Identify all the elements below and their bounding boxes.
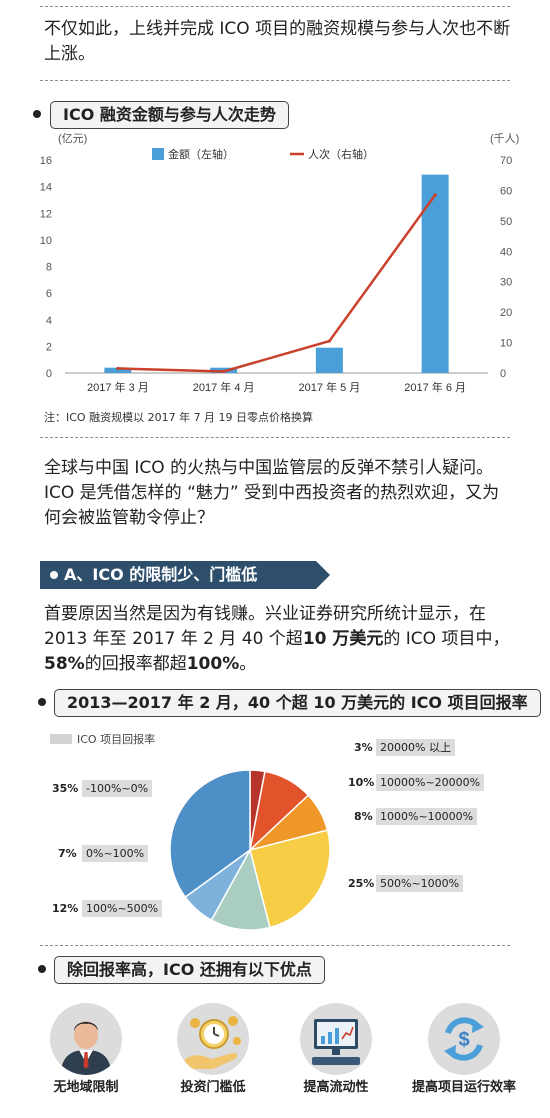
pie-legend-swatch	[50, 734, 72, 744]
left-tick-label: 10	[40, 235, 52, 247]
right-tick-label: 50	[500, 216, 512, 228]
pie-range-label: -100%~0%	[82, 780, 153, 797]
right-tick-label: 30	[500, 277, 512, 289]
top-divider	[40, 6, 510, 7]
left-tick-label: 2	[46, 341, 52, 353]
legend-bar-swatch	[152, 148, 164, 160]
right-tick-label: 40	[500, 246, 512, 258]
right-tick-label: 60	[500, 185, 512, 197]
left-tick-label: 14	[40, 182, 52, 194]
left-tick-label: 16	[40, 155, 52, 167]
advantages-header: 除回报率高，ICO 还拥有以下优点	[54, 956, 325, 984]
bar	[315, 347, 343, 373]
x-axis-labels: 2017 年 3 月 2017 年 4 月 2017 年 5 月 2017 年 6 月	[87, 380, 466, 394]
pie-range-label: 500%~1000%	[376, 875, 464, 892]
x-tick-label: 2017 年 3 月	[87, 380, 149, 394]
chart1-note: 注：ICO 融资规模以 2017 年 7 月 19 日零点价格换算	[44, 411, 314, 424]
pie-range-label: 0%~100%	[82, 845, 149, 862]
pie-range-label: 20000% 以上	[376, 739, 455, 756]
pie-pct-label: 25%	[348, 877, 375, 890]
x-tick-label: 2017 年 6 月	[404, 380, 466, 394]
left-axis-unit: (亿元)	[58, 132, 87, 145]
x-tick-label: 2017 年 5 月	[298, 380, 360, 394]
bullet-dot	[33, 110, 41, 118]
text-run: 的回报率都超	[84, 654, 187, 674]
highlight-return: 100%	[186, 654, 240, 674]
section-a-paragraph: 首要原因当然是因为有钱赚。兴业证券研究所统计显示，在 2013 年至 2017 …	[44, 602, 514, 677]
pie-pct-label: 35%	[52, 782, 79, 795]
chart1-header: ICO 融资金额与参与人次走势	[50, 101, 289, 129]
divider-2	[40, 437, 510, 438]
line-point	[116, 366, 120, 371]
pie-slice	[169, 769, 251, 899]
section-a-title: A、ICO 的限制少、门槛低	[64, 565, 258, 584]
computer-chart-icon	[300, 1003, 372, 1075]
section-a-header: A、ICO 的限制少、门槛低	[40, 561, 330, 589]
cycle-dollar-icon: $	[428, 1003, 500, 1075]
legend-line-label: 人次（右轴）	[308, 147, 374, 161]
hand-clock-coins-icon	[177, 1003, 249, 1075]
svg-text:$: $	[458, 1029, 469, 1051]
highlight-amount: 10 万美元	[302, 629, 384, 649]
right-tick-label: 0	[500, 368, 506, 380]
pie-range-label: 100%~500%	[82, 900, 163, 917]
left-tick-label: 0	[46, 368, 52, 380]
line-path	[117, 194, 437, 373]
right-tick-label: 70	[500, 155, 512, 167]
text-run: 的 ICO 项目中，	[383, 629, 510, 649]
pie-range-label: 10000%~20000%	[376, 774, 485, 791]
pie-pct-label: 8%	[354, 810, 373, 823]
line-point	[222, 369, 226, 374]
businessman-icon	[50, 1003, 122, 1075]
return-rate-pie	[169, 769, 331, 931]
text-run: 首要原因当然是因为有钱赚。兴业证券研究所统计显示，在 2013 年至 2017 …	[44, 604, 486, 649]
advantage-label: 无地域限制	[53, 1080, 119, 1095]
pie-pct-label: 10%	[348, 776, 375, 789]
pie-slice	[210, 847, 271, 931]
right-tick-label: 10	[500, 338, 512, 350]
left-tick-label: 12	[40, 208, 52, 220]
line-series	[116, 193, 437, 374]
x-tick-label: 2017 年 4 月	[193, 380, 255, 394]
question-paragraph: 全球与中国 ICO 的火热与中国监管层的反弹不禁引人疑问。ICO 是凭借怎样的 …	[44, 458, 500, 528]
left-axis-ticks: 0 2 4 6 8 10 12 14 16	[40, 155, 52, 380]
right-tick-label: 20	[500, 307, 512, 319]
advantage-label: 投资门槛低	[180, 1080, 246, 1095]
bullet-dot	[38, 698, 46, 706]
right-axis-unit: (千人)	[490, 132, 519, 145]
pie-legend-label: ICO 项目回报率	[77, 733, 156, 746]
pie-pct-label: 7%	[58, 847, 77, 860]
pie-slices	[169, 769, 331, 931]
advantage-label: 提高项目运行效率	[411, 1080, 516, 1095]
pie-range-label: 1000%~10000%	[376, 808, 478, 825]
left-tick-label: 8	[46, 262, 52, 274]
pie-slice	[249, 829, 331, 929]
intro-paragraph: 不仅如此，上线并完成 ICO 项目的融资规模与参与人次也不断上涨。	[44, 19, 511, 64]
bullet-dot	[50, 571, 58, 579]
right-axis-ticks: 0 10 20 30 40 50 60 70	[500, 155, 512, 380]
pie-pct-label: 12%	[52, 902, 79, 915]
highlight-percent: 58%	[44, 654, 85, 674]
line-point	[327, 339, 331, 343]
divider-3	[40, 945, 510, 946]
bar-series	[104, 174, 449, 373]
bar	[421, 174, 449, 373]
pie-header: 2013—2017 年 2 月，40 个超 10 万美元的 ICO 项目回报率	[54, 689, 541, 717]
advantage-label: 提高流动性	[303, 1080, 369, 1095]
left-tick-label: 6	[46, 288, 52, 300]
header-arrow	[316, 561, 330, 589]
line-point	[433, 193, 437, 197]
text-run: 。	[239, 654, 257, 674]
pie-pct-label: 3%	[354, 741, 373, 754]
legend-bar-label: 金额（左轴）	[168, 147, 234, 161]
left-tick-label: 4	[46, 315, 52, 327]
bullet-dot	[38, 965, 46, 973]
bar	[104, 367, 132, 373]
divider-1	[40, 80, 510, 81]
